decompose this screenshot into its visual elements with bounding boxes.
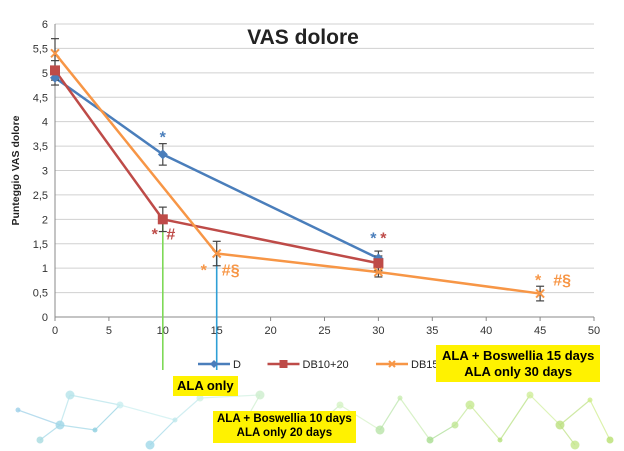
network-link	[59, 424, 96, 431]
network-link	[399, 397, 431, 441]
network-node	[336, 401, 344, 409]
network-node	[465, 400, 475, 410]
network-link	[17, 409, 61, 426]
plot-area: 00,511,522,533,544,555,56051015202530354…	[10, 19, 600, 371]
network-link	[559, 399, 591, 426]
x-tick-label: 0	[52, 325, 58, 337]
network-node	[92, 427, 98, 433]
data-point-x	[373, 267, 384, 277]
network-link	[94, 404, 121, 431]
network-link	[199, 394, 261, 399]
x-tick-label: 20	[264, 325, 276, 337]
y-tick-label: 6	[42, 19, 48, 31]
note-boswellia-10-line2: ALA only 20 days	[236, 426, 333, 439]
network-link	[59, 394, 71, 426]
data-point-x	[50, 48, 60, 59]
network-node	[526, 391, 534, 399]
network-link	[69, 394, 121, 406]
data-point-square	[50, 65, 60, 76]
y-tick-label: 0,5	[33, 288, 48, 300]
note-boswellia-10-days: ALA + Boswellia 10 days ALA only 20 days	[213, 411, 356, 443]
network-link	[149, 419, 176, 446]
network-node	[606, 436, 614, 444]
data-point-square	[157, 214, 168, 225]
network-node	[375, 425, 385, 435]
network-node	[497, 437, 503, 443]
y-tick-label: 3,5	[33, 141, 48, 153]
x-tick-label: 45	[534, 325, 546, 337]
y-tick-label: 5	[42, 68, 48, 80]
y-tick-label: 2,5	[33, 190, 48, 202]
significance-annotation: #	[166, 226, 175, 243]
data-point-x	[535, 288, 545, 299]
network-link	[119, 404, 176, 421]
significance-annotation: #§	[222, 263, 240, 280]
significance-annotation: *	[152, 226, 159, 243]
network-link	[339, 404, 381, 431]
note-boswellia-15-days: ALA + Boswellia 15 days ALA only 30 days	[436, 345, 601, 383]
network-link	[429, 424, 456, 441]
note-boswellia-15-line2: ALA only 30 days	[464, 363, 573, 379]
note-boswellia-15-line1: ALA + Boswellia 15 days	[442, 348, 595, 363]
legend-label: DB10+20	[303, 359, 349, 371]
network-node	[55, 420, 65, 430]
network-node	[451, 421, 459, 429]
network-node	[196, 394, 204, 402]
y-tick-label: 5,5	[33, 43, 48, 55]
network-node	[255, 390, 265, 400]
y-tick-label: 4	[42, 117, 48, 129]
y-tick-label: 3	[42, 166, 48, 178]
note-boswellia-10-line1: ALA + Boswellia 10 days	[217, 413, 352, 425]
data-point-diamond	[157, 149, 168, 160]
x-tick-label: 50	[588, 325, 600, 337]
network-node	[15, 407, 21, 413]
network-link	[529, 394, 561, 426]
network-node	[397, 395, 403, 401]
series-line	[54, 52, 541, 295]
network-node	[65, 390, 75, 400]
legend-swatch-marker	[388, 360, 396, 368]
note-ala-only: ALA only	[173, 376, 238, 396]
network-node	[172, 417, 178, 423]
chart-title: VAS dolore	[247, 26, 359, 49]
x-tick-label: 30	[372, 325, 384, 337]
network-node	[555, 420, 565, 430]
significance-annotation: *	[380, 230, 387, 247]
significance-annotation: *	[535, 273, 542, 290]
data-point-x	[211, 248, 222, 259]
note-ala-only-text: ALA only	[177, 378, 234, 393]
network-link	[174, 397, 201, 421]
network-node	[36, 436, 44, 444]
legend-swatch-marker	[210, 360, 218, 368]
network-link	[469, 404, 501, 441]
significance-annotation: *	[160, 129, 167, 146]
network-link	[589, 399, 611, 441]
y-tick-label: 1,5	[33, 239, 48, 251]
network-link	[499, 394, 531, 441]
legend-swatch-marker	[279, 360, 288, 368]
significance-annotation: *	[201, 263, 208, 280]
x-tick-label: 25	[318, 325, 330, 337]
y-tick-label: 0	[42, 312, 48, 324]
network-node	[570, 440, 580, 450]
network-node	[426, 436, 434, 444]
network-node	[116, 401, 124, 409]
data-point-square	[373, 258, 384, 269]
x-tick-label: 35	[426, 325, 438, 337]
y-tick-label: 1	[42, 263, 48, 275]
significance-annotation: #§	[553, 273, 571, 290]
significance-annotation: *	[370, 230, 377, 247]
x-tick-label: 5	[106, 325, 112, 337]
legend-label: D	[233, 359, 241, 371]
x-tick-label: 40	[480, 325, 492, 337]
y-axis-label: Punteggio VAS dolore	[10, 115, 22, 225]
y-tick-label: 2	[42, 214, 48, 226]
y-tick-label: 4,5	[33, 92, 48, 104]
network-link	[379, 397, 401, 431]
network-node	[145, 440, 155, 450]
network-node	[587, 397, 593, 403]
